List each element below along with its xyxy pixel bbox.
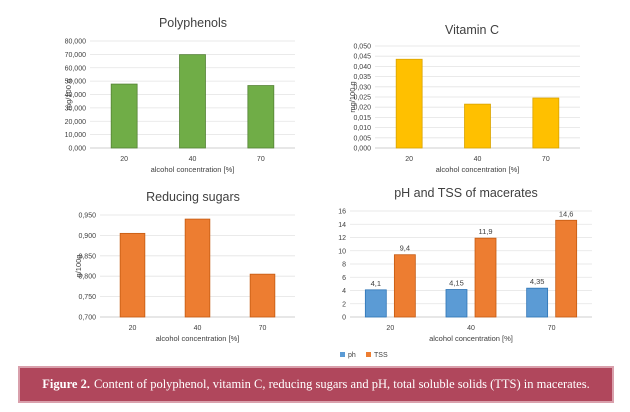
y-tick-label: 10,000 — [65, 132, 87, 139]
caption-text: Content of polyphenol, vitamin C, reduci… — [93, 377, 590, 391]
y-tick-label: 0,000 — [353, 146, 371, 153]
figure-caption: Figure 2. Content of polyphenol, vitamin… — [18, 366, 614, 403]
y-axis-label: mg/100 g — [64, 79, 73, 110]
y-tick-label: 0,800 — [78, 274, 96, 281]
y-tick-label: 0,700 — [78, 315, 96, 322]
bar-ph-70 — [526, 287, 549, 318]
legend-label: TSS — [374, 352, 388, 359]
y-tick-label: 20,000 — [65, 119, 87, 126]
chart-title: Vitamin C — [445, 23, 499, 37]
data-label: 4,35 — [530, 277, 545, 286]
chart-1: 0,000 10,000 20,000 30,000 40,000 50,000 60,00… — [64, 16, 295, 174]
x-tick-label: 70 — [548, 325, 556, 332]
bar-value-70 — [532, 97, 560, 149]
y-tick-label: 0,025 — [353, 95, 371, 102]
y-tick-label: 0 — [342, 315, 346, 322]
y-tick-label: 0,005 — [353, 135, 371, 142]
y-tick-label: 0,040 — [353, 64, 371, 71]
bar-ph-20 — [364, 289, 387, 318]
y-axis-label: mg/100 g — [348, 81, 357, 112]
y-tick-label: 6 — [342, 275, 346, 282]
chart-3: 0,700 0,750 0,800 0,850 0,900 0,950 20 40 70 Redu… — [74, 190, 295, 343]
bar-value-20 — [119, 232, 146, 318]
data-label: 4,15 — [449, 279, 464, 288]
chart-title: Reducing sugars — [146, 190, 240, 204]
data-label: 11,9 — [478, 227, 492, 236]
legend-label: ph — [348, 352, 356, 359]
y-tick-label: 0,000 — [68, 146, 86, 153]
y-tick-label: 0,010 — [353, 125, 371, 132]
bar-value-40 — [184, 218, 211, 318]
bar-value-70 — [247, 85, 275, 149]
x-tick-label: 70 — [542, 156, 550, 163]
bar-ph-40 — [445, 289, 468, 318]
x-tick-label: 20 — [120, 156, 128, 163]
y-tick-label: 80,000 — [65, 39, 87, 46]
x-tick-label: 70 — [259, 325, 267, 332]
x-tick-label: 40 — [194, 325, 202, 332]
y-tick-label: 0,750 — [78, 294, 96, 301]
y-tick-label: 4 — [342, 288, 346, 295]
x-axis-label: alcohol concentration [%] — [429, 334, 513, 343]
y-tick-label: 16 — [338, 209, 346, 216]
data-label: 9,4 — [400, 244, 410, 253]
x-tick-label: 70 — [257, 156, 265, 163]
chart-4: 0 2 4 6 8 10 12 14 16 4,1 9,4 20 4,15 11,9 40 4,35 14,6 7… — [338, 186, 592, 359]
y-tick-label: 0,045 — [353, 54, 371, 61]
caption-label: Figure 2. — [42, 377, 90, 391]
y-tick-label: 60,000 — [65, 65, 87, 72]
y-tick-label: 0,030 — [353, 84, 371, 91]
legend-swatch-ph — [340, 352, 345, 357]
legend-swatch-tss — [366, 352, 371, 357]
x-tick-label: 40 — [467, 325, 475, 332]
y-tick-label: 8 — [342, 262, 346, 269]
chart-2: 0,000 0,005 0,010 0,015 0,020 0,025 0,030 0,035… — [348, 23, 580, 174]
bar-tss-20 — [393, 254, 416, 318]
y-tick-label: 0,020 — [353, 105, 371, 112]
x-axis-label: alcohol concentration [%] — [151, 165, 235, 174]
x-tick-label: 40 — [474, 156, 482, 163]
bar-value-40 — [179, 54, 206, 149]
x-axis-label: alcohol concentration [%] — [436, 165, 520, 174]
data-label: 4,1 — [371, 279, 381, 288]
y-tick-label: 0,015 — [353, 115, 371, 122]
chart-title: pH and TSS of macerates — [394, 186, 538, 200]
y-tick-label: 50,000 — [65, 79, 87, 86]
x-axis-label: alcohol concentration [%] — [156, 334, 240, 343]
y-tick-label: 10 — [338, 248, 346, 255]
y-tick-label: 0,050 — [353, 44, 371, 51]
y-tick-label: 0,900 — [78, 233, 96, 240]
bar-value-20 — [110, 83, 138, 149]
y-tick-label: 0,950 — [78, 213, 96, 220]
x-tick-label: 20 — [405, 156, 413, 163]
y-tick-label: 2 — [342, 301, 346, 308]
y-tick-label: 70,000 — [65, 52, 87, 59]
bar-value-20 — [395, 58, 423, 149]
y-tick-label: 30,000 — [65, 105, 87, 112]
bar-tss-70 — [555, 219, 578, 318]
x-tick-label: 20 — [129, 325, 137, 332]
y-tick-label: 0,035 — [353, 74, 371, 81]
y-axis-label: g/100g — [74, 255, 83, 278]
y-tick-label: 40,000 — [65, 92, 87, 99]
y-tick-label: 14 — [338, 222, 346, 229]
bar-value-70 — [249, 273, 276, 318]
bar-tss-40 — [474, 237, 497, 318]
bar-value-40 — [464, 103, 491, 149]
x-tick-label: 20 — [386, 325, 394, 332]
figure-charts: 0,00010,00020,00030,00040,00050,00060,00… — [64, 16, 592, 359]
x-tick-label: 40 — [189, 156, 197, 163]
chart-title: Polyphenols — [159, 16, 227, 30]
y-tick-label: 0,850 — [78, 253, 96, 260]
y-tick-label: 12 — [338, 235, 346, 242]
data-label: 14,6 — [559, 209, 574, 218]
